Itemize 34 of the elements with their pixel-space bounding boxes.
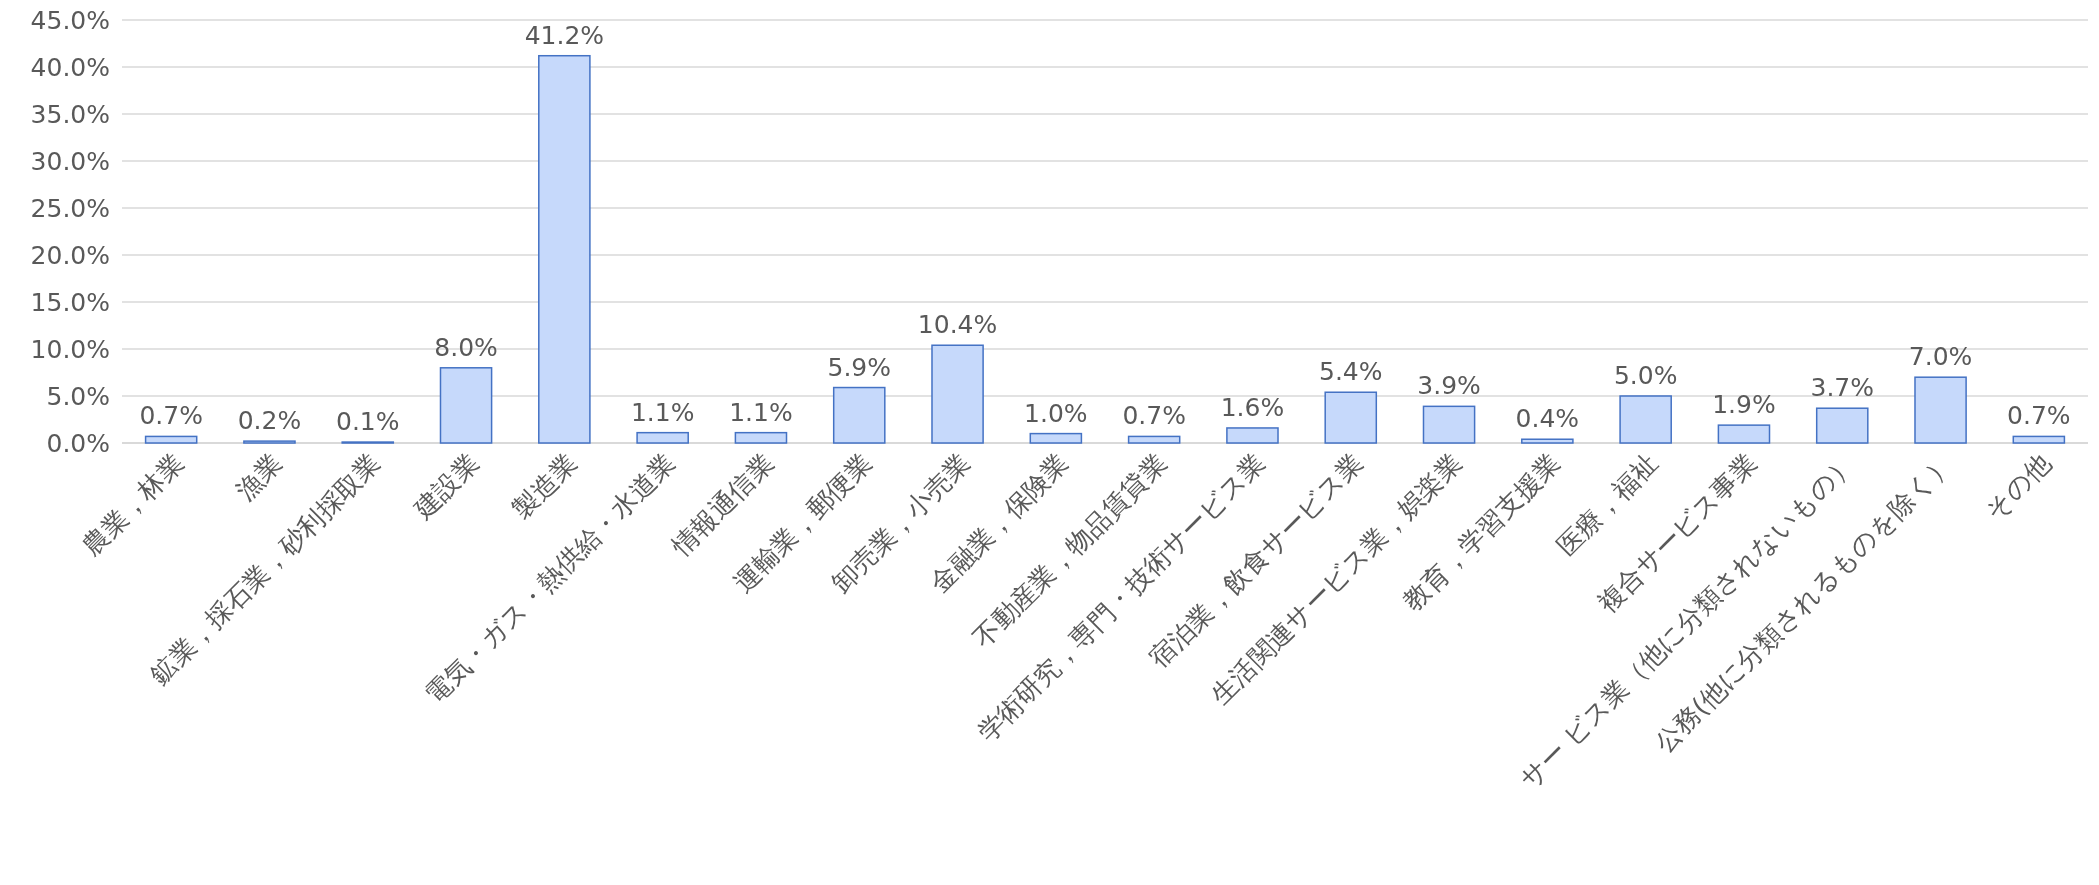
y-tick-label: 30.0% bbox=[30, 147, 110, 176]
data-label: 3.9% bbox=[1417, 371, 1481, 401]
data-label: 0.7% bbox=[139, 401, 203, 431]
x-tick-label: 建設業 bbox=[407, 448, 485, 526]
data-label: 1.1% bbox=[729, 397, 793, 427]
y-tick-label: 0.0% bbox=[46, 429, 110, 458]
data-label: 0.4% bbox=[1515, 404, 1580, 434]
y-tick-label: 10.0% bbox=[30, 335, 110, 364]
data-label: 5.0% bbox=[1613, 361, 1678, 390]
data-label: 5.4% bbox=[1318, 357, 1383, 387]
data-label: 0.7% bbox=[1122, 401, 1186, 431]
y-tick-label: 40.0% bbox=[30, 53, 110, 82]
y-tick-label: 25.0% bbox=[30, 194, 110, 223]
x-tick-label: 製造業 bbox=[506, 448, 583, 525]
data-label: 7.0% bbox=[1908, 342, 1973, 372]
data-label: 1.6% bbox=[1220, 392, 1285, 422]
x-tick-label: その他 bbox=[1979, 448, 2058, 526]
y-tick-label: 20.0% bbox=[30, 241, 110, 270]
data-label: 0.7% bbox=[2007, 401, 2071, 431]
y-tick-label: 45.0% bbox=[30, 6, 110, 35]
data-label: 1.9% bbox=[1712, 390, 1776, 420]
data-label: 5.9% bbox=[827, 352, 892, 382]
x-tick-label: 漁業 bbox=[229, 448, 288, 507]
data-label: 8.0% bbox=[434, 332, 498, 362]
data-label: 1.1% bbox=[630, 397, 695, 427]
y-tick-label: 35.0% bbox=[30, 100, 110, 129]
data-label: 41.2% bbox=[524, 20, 605, 50]
y-tick-label: 5.0% bbox=[46, 382, 110, 411]
y-tick-label: 15.0% bbox=[30, 288, 110, 317]
data-label: 0.1% bbox=[335, 407, 400, 437]
data-label: 10.4% bbox=[917, 310, 998, 340]
data-label: 1.0% bbox=[1024, 398, 1088, 428]
data-label: 0.2% bbox=[237, 406, 302, 436]
data-label: 3.7% bbox=[1810, 373, 1875, 403]
